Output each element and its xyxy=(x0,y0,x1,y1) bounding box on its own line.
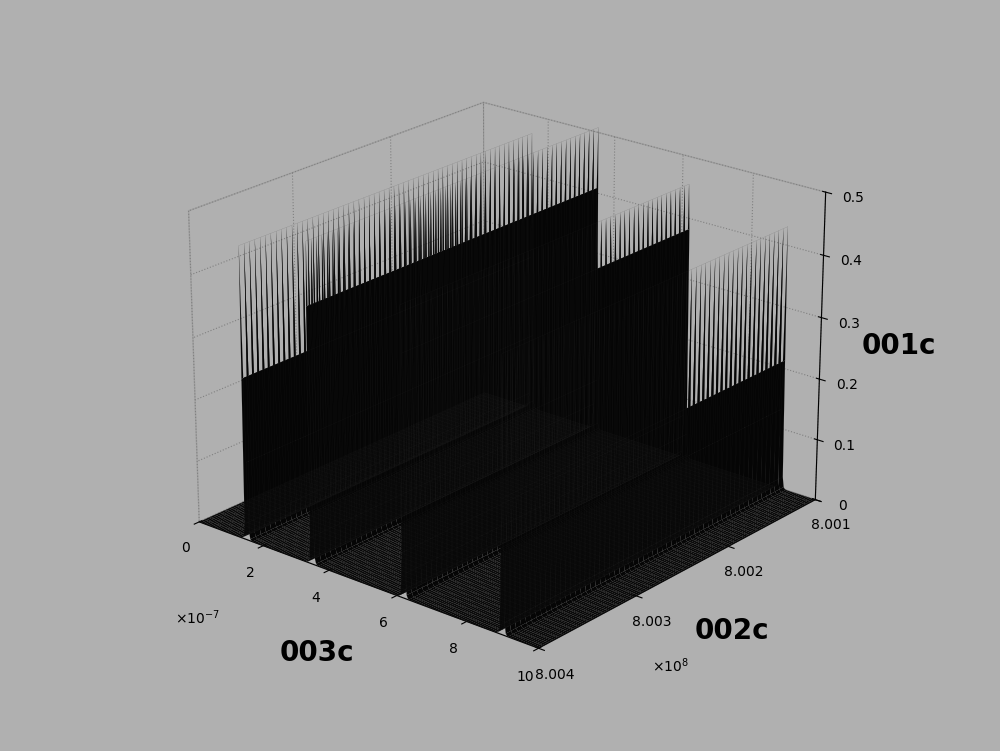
Text: $\times 10^{8}$: $\times 10^{8}$ xyxy=(652,656,689,675)
X-axis label: 003c: 003c xyxy=(280,638,354,667)
Text: $\times 10^{-7}$: $\times 10^{-7}$ xyxy=(175,608,220,626)
Y-axis label: 002c: 002c xyxy=(695,617,770,645)
